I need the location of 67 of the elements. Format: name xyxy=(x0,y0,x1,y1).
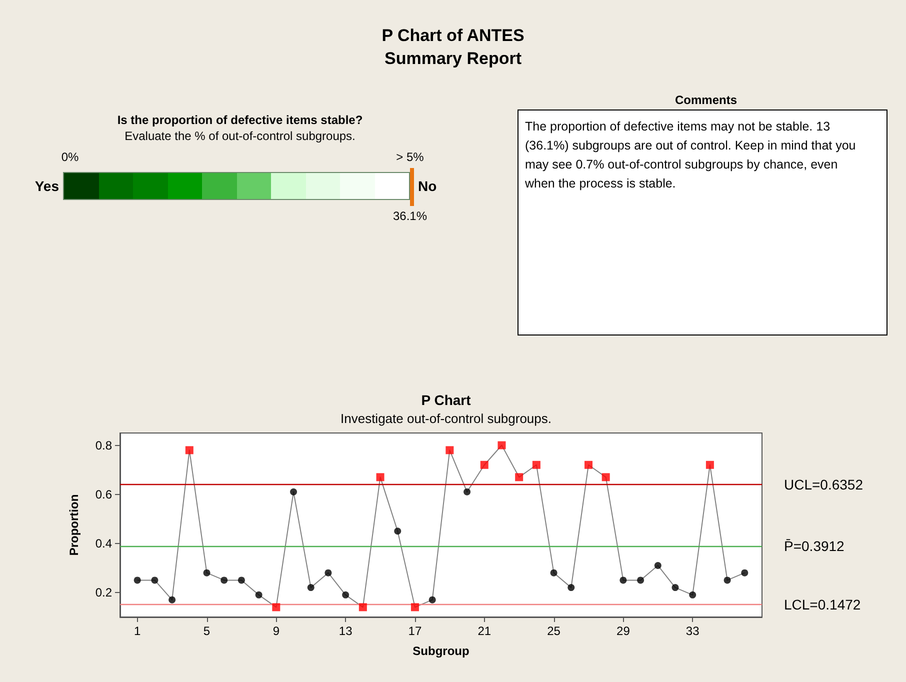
point xyxy=(689,591,696,598)
text: Summary Report xyxy=(384,49,522,68)
point xyxy=(464,488,471,496)
point xyxy=(358,603,367,612)
point xyxy=(515,473,524,482)
x-tick-label: 21 xyxy=(478,624,492,638)
ref-line-label: P̄=0.3912 xyxy=(784,538,845,554)
text: 36.1% xyxy=(392,209,428,223)
point xyxy=(376,473,384,482)
point xyxy=(741,569,748,576)
point xyxy=(654,562,662,569)
x-tick-label: 5 xyxy=(203,624,210,638)
text: 0% xyxy=(61,150,79,164)
ref-line-label: UCL=0.6352 xyxy=(784,476,864,493)
point xyxy=(620,576,627,584)
point xyxy=(168,596,176,604)
point xyxy=(220,576,228,584)
point xyxy=(550,569,558,576)
y-tick-label: 0.6 xyxy=(95,487,112,502)
point xyxy=(255,591,262,598)
ref-line-label: LCL=0.1472 xyxy=(784,596,861,613)
point xyxy=(134,576,141,584)
point xyxy=(203,569,210,576)
point xyxy=(706,460,714,469)
text: No xyxy=(418,178,437,194)
point xyxy=(602,473,610,482)
text: > 5% xyxy=(396,150,424,164)
x-tick-label: 33 xyxy=(686,624,700,638)
point xyxy=(724,576,731,584)
y-tick-label: 0.2 xyxy=(95,585,112,600)
text: Yes xyxy=(34,178,60,194)
text: P Chart of ANTES xyxy=(382,26,524,45)
x-axis-title: Subgroup xyxy=(412,644,470,658)
point xyxy=(394,528,402,535)
y-axis-title: Proportion xyxy=(67,494,81,556)
point xyxy=(568,584,575,592)
point xyxy=(342,591,350,598)
point xyxy=(185,446,194,454)
point xyxy=(307,584,314,592)
chart-subtitle: Investigate out-of-control subgroups. xyxy=(340,411,552,426)
chart-title: P Chart xyxy=(421,392,472,408)
point xyxy=(272,603,280,612)
x-tick-label: 29 xyxy=(616,624,630,638)
point xyxy=(532,460,540,469)
point xyxy=(324,569,332,576)
point xyxy=(637,576,644,584)
point xyxy=(410,603,419,612)
text: Evaluate the % of out-of-control subgroups. xyxy=(124,129,356,143)
point xyxy=(480,460,488,469)
point xyxy=(290,488,298,496)
y-tick-label: 0.8 xyxy=(95,438,112,452)
text: The proportion of defective items may not be stable. 13 (36.1%) subgroups are out of control. Keep in mind that you may see 0.7% out-of-control subgroups by chance, even when the process is stable. xyxy=(524,120,860,190)
text: Comments xyxy=(674,93,738,107)
point xyxy=(238,576,245,584)
y-tick-label: 0.4 xyxy=(95,536,112,550)
text: Is the proportion of defective items stable? xyxy=(117,113,363,127)
point xyxy=(151,576,158,584)
x-tick-label: 17 xyxy=(408,624,422,638)
point xyxy=(498,441,506,450)
point xyxy=(428,596,436,604)
x-tick-label: 1 xyxy=(134,624,142,638)
point xyxy=(446,446,454,454)
point xyxy=(672,584,679,592)
point xyxy=(584,460,592,469)
x-tick-label: 25 xyxy=(547,624,561,638)
x-tick-label: 13 xyxy=(338,624,353,638)
x-tick-label: 9 xyxy=(272,624,280,638)
